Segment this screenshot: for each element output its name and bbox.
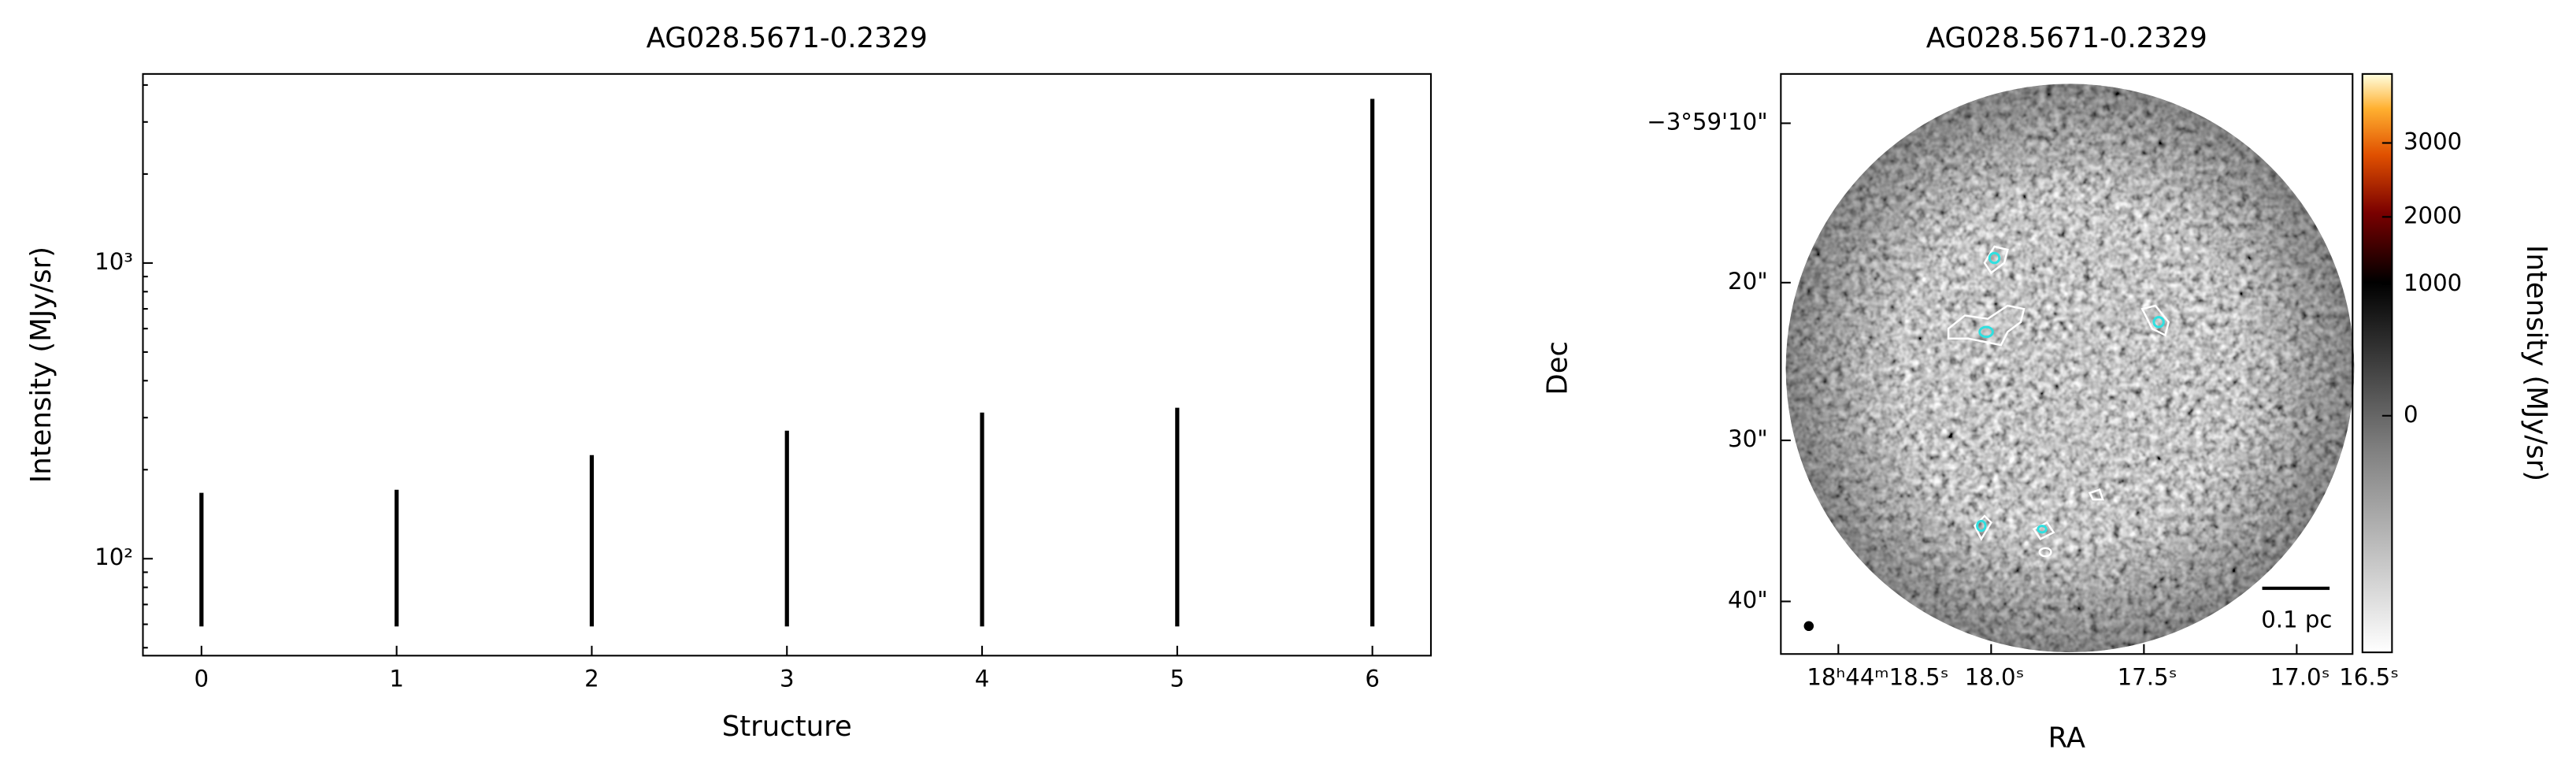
contours: [1947, 245, 2170, 558]
colorbar-tick-label: 1000: [2404, 269, 2462, 296]
y-tick-label: 30": [1728, 425, 1768, 452]
inner-contours: [1976, 251, 2165, 534]
x-tick-label: 5: [1170, 666, 1185, 692]
x-axis-label: RA: [2048, 722, 2085, 755]
colorbar-tick-label: 0: [2404, 401, 2418, 428]
chart-title: AG028.5671-0.2329: [1926, 22, 2207, 54]
y-tick-label: −3°59'10": [1647, 108, 1767, 135]
y-tick-label: 20": [1728, 268, 1768, 295]
y-axis-label: Intensity (MJy/sr): [25, 247, 57, 483]
x-tick-label: 0: [195, 666, 209, 692]
x-axis-label: Structure: [722, 711, 852, 743]
colorbar-label: Intensity (MJy/sr): [2520, 245, 2552, 481]
x-tick-label: 18ʰ44ᵐ18.5ˢ: [1807, 664, 1948, 691]
y-tick-label: 10²: [95, 544, 133, 570]
x-tick-label: 6: [1365, 666, 1380, 692]
chart-title: AG028.5671-0.2329: [647, 22, 928, 54]
x-tick-label: 18.0ˢ: [1965, 664, 2025, 691]
x-tick-label: 4: [975, 666, 990, 692]
x-tick-label: 17.5ˢ: [2118, 664, 2178, 691]
x-tick-label: 2: [584, 666, 599, 692]
x-tick-label: 3: [780, 666, 795, 692]
x-tick-label: 17.0ˢ: [2270, 664, 2330, 691]
x-tick-label: 16.5ˢ: [2339, 664, 2399, 691]
sky-image: 0.1 pc: [1785, 83, 2355, 653]
y-tick-label: 10³: [95, 248, 133, 275]
scalebar-label: 0.1 pc: [2261, 607, 2332, 633]
image-frame: [1780, 72, 2354, 655]
colorbar-tick-label: 3000: [2404, 128, 2462, 154]
x-tick-label: 1: [389, 666, 404, 692]
y-tick-label: 40": [1728, 586, 1768, 613]
beam: [1803, 621, 1814, 632]
colorbar-tick-label: 2000: [2404, 202, 2462, 228]
colorbar: [2361, 72, 2393, 654]
y-axis-label: Dec: [1542, 341, 1574, 395]
